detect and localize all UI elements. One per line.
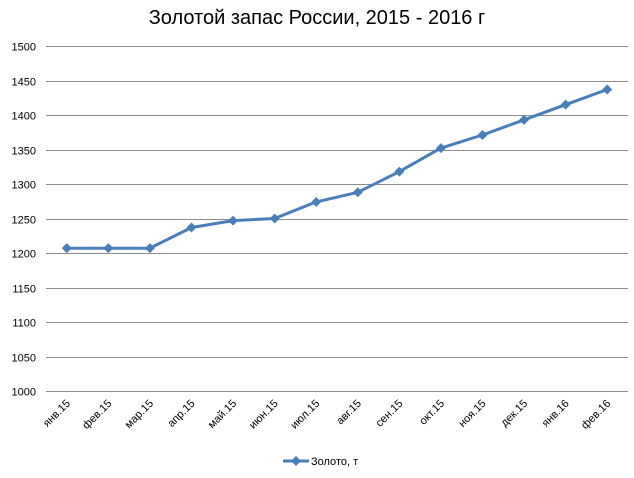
legend-label: Золото, т	[311, 456, 358, 468]
y-tick-label: 1500	[12, 42, 36, 54]
data-point	[144, 243, 155, 254]
y-tick-label: 1150	[12, 284, 36, 296]
data-point	[352, 187, 363, 198]
data-point	[602, 84, 613, 95]
data-point	[269, 213, 280, 224]
data-point	[61, 243, 72, 254]
legend-marker	[291, 456, 301, 466]
x-tick-label: апр.15	[165, 398, 197, 430]
y-tick-label: 1400	[12, 111, 36, 123]
y-tick-label: 1300	[12, 180, 36, 192]
data-point	[186, 222, 197, 233]
y-tick-label: 1200	[12, 249, 36, 261]
data-point	[519, 114, 530, 125]
series-group	[61, 84, 613, 254]
y-tick-label: 1250	[12, 215, 36, 227]
x-tick-label: авг.15	[334, 398, 364, 428]
x-tick-label: дек.15	[499, 398, 531, 430]
x-tick-label: фев.15	[80, 398, 114, 432]
series-line	[66, 88, 608, 250]
x-tick-label: фев.16	[579, 398, 613, 432]
x-tick-label: июл.15	[288, 398, 322, 432]
y-axis-ticks: 1000 1050 1100 1150 1200 1250 1300 1350 1400 1450…	[12, 42, 36, 399]
x-tick-label: окт.15	[417, 398, 447, 428]
data-point	[394, 166, 405, 177]
gridlines	[46, 46, 628, 392]
y-tick-label: 1000	[12, 387, 36, 399]
x-tick-label: мар.15	[123, 398, 156, 431]
x-tick-label: сен.15	[374, 398, 406, 430]
data-point	[311, 196, 322, 207]
x-tick-label: янв.15	[41, 398, 73, 430]
x-tick-label: янв.16	[540, 398, 572, 430]
x-axis-ticks: янв.15 фев.15 мар.15 апр.15 май.15 июн.15 июл.…	[41, 398, 613, 432]
data-point	[560, 99, 571, 110]
legend: Золото, т	[283, 456, 358, 468]
data-point	[477, 130, 488, 141]
data-point	[103, 243, 114, 254]
x-tick-label: июн.15	[247, 398, 281, 432]
y-tick-label: 1350	[12, 146, 36, 158]
x-tick-label: май.15	[206, 398, 239, 431]
y-tick-label: 1450	[12, 77, 36, 89]
x-tick-label: ноя.15	[456, 398, 488, 430]
y-tick-label: 1050	[12, 353, 36, 365]
y-tick-label: 1100	[12, 318, 36, 330]
data-point	[228, 215, 239, 226]
data-point	[435, 143, 446, 154]
chart-title: Золотой запас России, 2015 - 2016 г	[149, 7, 486, 29]
